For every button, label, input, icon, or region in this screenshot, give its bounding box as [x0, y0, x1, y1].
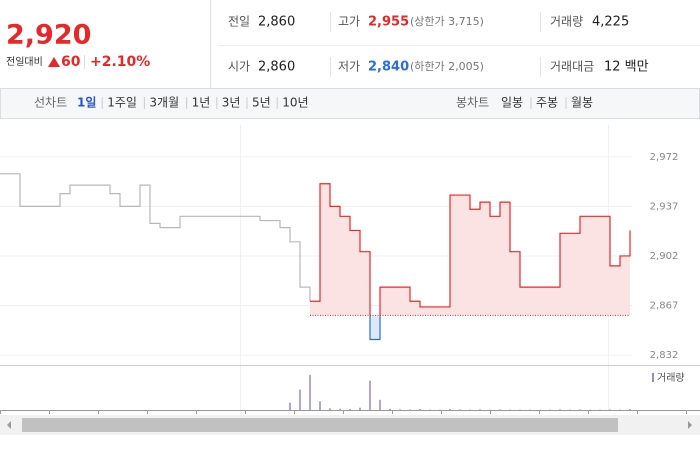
volume-bar: [559, 409, 561, 410]
tab[interactable]: 10년: [282, 96, 308, 110]
volume-bar: [409, 409, 411, 410]
volume-bar: [359, 408, 361, 410]
tab-label: 선차트: [34, 96, 67, 110]
volume-bar: [289, 403, 291, 410]
volume-bar: [349, 409, 351, 410]
volume-bar: [459, 409, 461, 410]
volume-bar: [449, 409, 451, 410]
stat-value: 2,860: [258, 60, 295, 75]
volume-bar: [369, 381, 371, 410]
tab[interactable]: 월봉: [571, 96, 593, 110]
volume-bar: [419, 409, 421, 410]
change: 60: [61, 54, 81, 70]
stat-value: 12 백만: [604, 60, 649, 75]
y-tick-label: 2,902: [650, 251, 679, 262]
stat-label: 거래량: [550, 15, 583, 29]
y-tick-label: 2,867: [650, 301, 679, 312]
tab-bar: [1, 89, 700, 119]
y-tick-label: 2,972: [650, 152, 679, 163]
scroll-thumb[interactable]: [22, 418, 618, 432]
volume-bar: [329, 408, 331, 410]
change-label: 전일대비: [6, 56, 43, 68]
volume-bar: [499, 409, 501, 410]
stat-label: 거래대금: [550, 60, 594, 74]
stat-label: 시가: [228, 60, 250, 74]
stat-value: 2,955: [368, 15, 409, 30]
tab[interactable]: 1년: [192, 96, 211, 110]
legend-swatch: [652, 373, 654, 382]
stat-label: 전일: [228, 15, 250, 29]
y-tick-label: 2,832: [650, 350, 679, 361]
stat-extra: (하한가 2,005): [410, 59, 484, 73]
price: 2,920: [6, 20, 91, 51]
tab[interactable]: 1주일: [107, 96, 137, 110]
y-tick-label: 2,937: [650, 201, 679, 212]
volume-bar: [389, 409, 391, 410]
tab[interactable]: 3개월: [149, 96, 179, 110]
stat-value: 2,840: [368, 60, 409, 75]
stat-value: 2,860: [258, 15, 295, 30]
tab[interactable]: 5년: [252, 96, 271, 110]
volume-bar: [309, 375, 311, 410]
volume-bar: [299, 390, 301, 410]
volume-bar: [579, 409, 581, 410]
stat-extra: (상한가 3,715): [410, 15, 484, 28]
legend-label: 거래량: [657, 372, 685, 384]
volume-bar: [399, 409, 401, 410]
stat-label: 고가: [338, 15, 360, 29]
change-rate: +2.10%: [90, 54, 150, 70]
tab[interactable]: 주봉: [536, 96, 558, 110]
tab[interactable]: 일봉: [501, 96, 523, 110]
volume-bar: [479, 409, 481, 410]
volume-bar: [609, 409, 611, 410]
tab[interactable]: 3년: [222, 96, 241, 110]
volume-bar: [379, 400, 381, 410]
stat-value: 4,225: [592, 15, 629, 30]
tab[interactable]: 1일: [77, 96, 96, 110]
volume-bar: [339, 409, 341, 410]
stat-label: 저가: [338, 60, 360, 74]
tab-label: 봉차트: [456, 96, 489, 110]
volume-bar: [319, 401, 321, 410]
volume-bar: [629, 409, 631, 410]
